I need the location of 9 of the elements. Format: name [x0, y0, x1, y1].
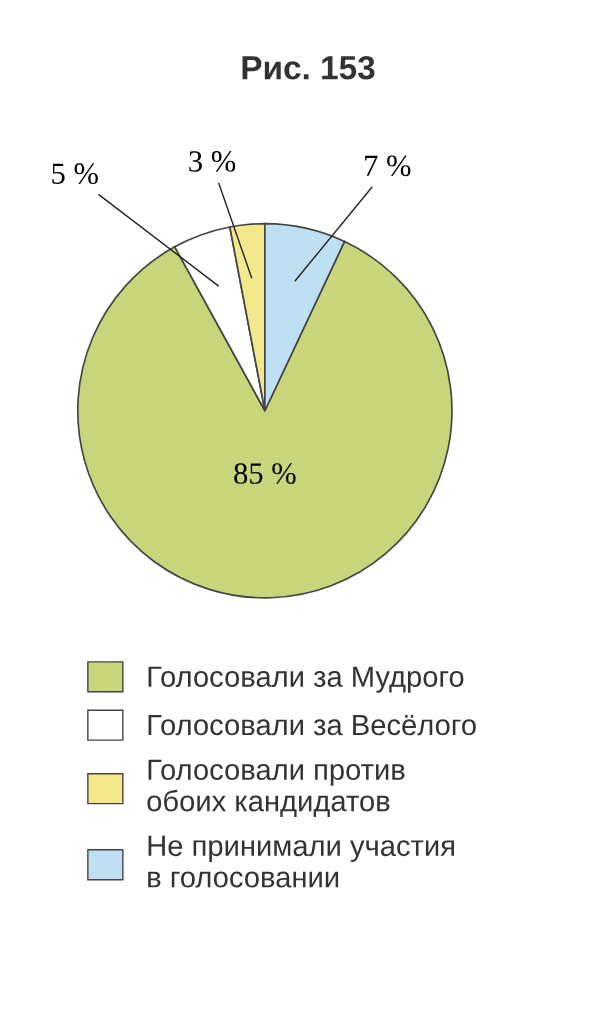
chart-title: Рис. 153 [242, 55, 375, 80]
legend-label: Не принимали участия в голосовании [148, 835, 454, 888]
legend-label: Голосовали за Весёлого [148, 714, 476, 736]
data-label: 3 % [189, 151, 236, 172]
legend-label: Голосовали против обоих кандидатов [147, 759, 405, 817]
data-label: 85 % [234, 463, 296, 484]
legend-label: Голосовали за Мудрого [148, 666, 464, 693]
data-label: 7 % [365, 155, 411, 177]
data-label: 5 % [52, 163, 98, 185]
